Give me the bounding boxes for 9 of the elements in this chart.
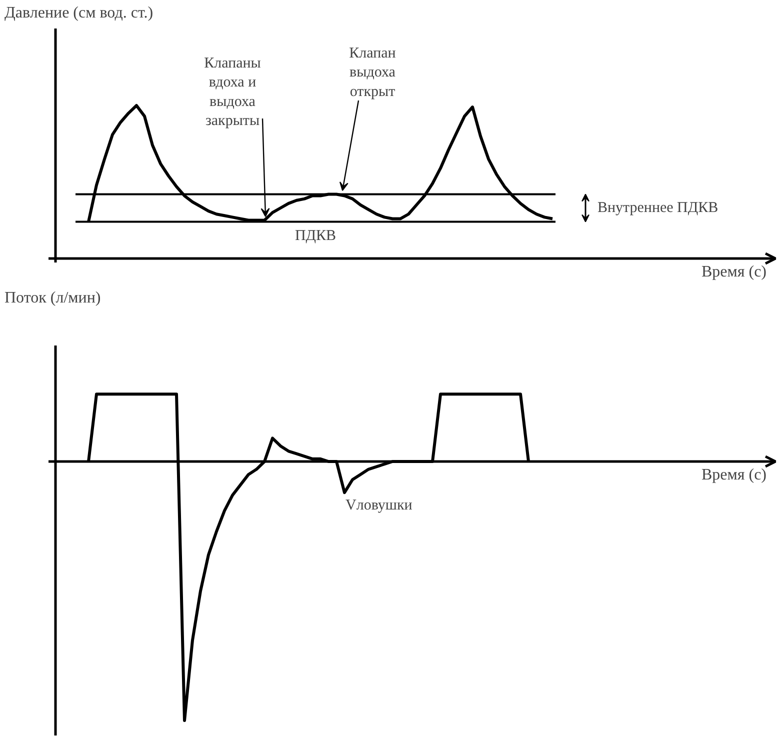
x-axis-title: Время (с) [701, 466, 766, 484]
x-axis-title: Время (с) [701, 264, 766, 280]
annotation: Клапаны вдоха и выдоха закрыты [204, 56, 261, 130]
annotation: Vловушки [346, 498, 412, 514]
text: Клапан выдоха открыт [349, 46, 396, 100]
y-axis-title: Давление (см вод. ст.) [4, 4, 154, 22]
y-axis-title: Поток (л/мин) [4, 290, 101, 306]
ref-line-label: ПДКВ [294, 228, 336, 244]
legend-label: Внутреннее ПДКВ [598, 200, 718, 216]
